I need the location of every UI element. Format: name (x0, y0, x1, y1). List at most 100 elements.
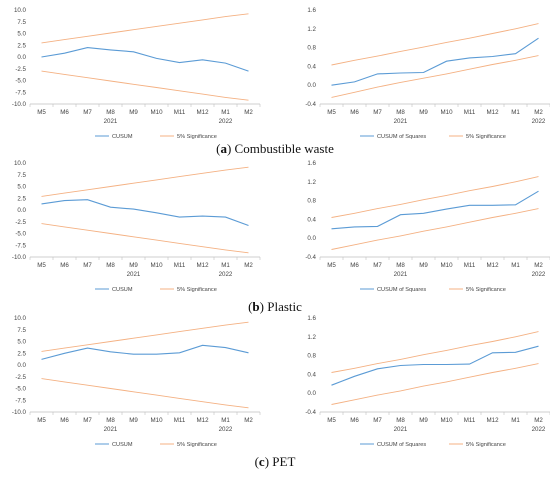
x-tick-label: M12 (196, 109, 209, 116)
y-tick-label: 0.4 (307, 216, 316, 223)
x-tick-label: M8 (396, 109, 405, 116)
x-tick-label: M1 (221, 417, 230, 424)
significance-bound-line (41, 166, 249, 197)
significance-bound-line (331, 176, 539, 218)
y-tick-label: -2.5 (15, 66, 26, 73)
y-tick-label: -5.0 (15, 78, 26, 85)
significance-bound-line (331, 331, 539, 373)
chart-b-cusum-of-squares: 1.6 1.2 0.8 0.4 0.0 -0.4 M5 M6 M7 M8 2021 M9 M10 M11 M… (305, 160, 550, 293)
year-label: 2021 (104, 426, 118, 433)
significance-bound-line (41, 223, 249, 254)
x-tick-label: M5 (37, 109, 46, 116)
y-tick-label: 0.0 (17, 362, 26, 369)
x-tick-label: M5 (327, 109, 336, 116)
series-line-cusum-of-squares (331, 190, 539, 230)
year-label: 2021 (394, 271, 408, 278)
legend-label: CUSUM of Squares (377, 134, 426, 140)
x-tick-label: M2 (244, 262, 253, 269)
x-tick-label: M1 (511, 109, 520, 116)
significance-bound-line (331, 55, 539, 98)
significance-bound-line (331, 208, 539, 250)
series-line-cusum (41, 47, 249, 72)
x-tick-label: M8 (106, 109, 115, 116)
panel-caption-letter: c (259, 454, 265, 469)
y-tick-label: 0.4 (307, 371, 316, 378)
x-tick-label: M12 (486, 417, 499, 424)
y-tick-label: -10.0 (12, 101, 27, 108)
x-tick-label: M7 (83, 417, 92, 424)
y-tick-label: 2.5 (17, 195, 26, 202)
legend-label: 5% Significance (177, 134, 217, 140)
x-tick-label: M10 (150, 417, 163, 424)
x-tick-label: M10 (440, 262, 453, 269)
x-tick-label: M2 (534, 262, 543, 269)
x-tick-label: M2 (244, 417, 253, 424)
x-tick-label: M11 (464, 109, 476, 116)
x-tick-label: M7 (83, 109, 92, 116)
significance-bound-line (41, 70, 249, 101)
x-tick-label: M10 (440, 109, 453, 116)
legend-label: CUSUM of Squares (377, 442, 426, 448)
x-tick-label: M8 (396, 262, 405, 269)
x-tick-label: M2 (534, 417, 543, 424)
y-tick-label: 1.2 (307, 26, 316, 33)
y-tick-label: 2.5 (17, 42, 26, 49)
x-tick-label: M6 (60, 109, 69, 116)
y-tick-label: 2.5 (17, 350, 26, 357)
y-tick-label: -7.5 (15, 397, 26, 404)
year-label: 2022 (219, 271, 233, 278)
series-line-cusum-of-squares (331, 345, 539, 386)
x-tick-label: M7 (373, 262, 382, 269)
x-tick-label: M12 (196, 262, 209, 269)
y-tick-label: 7.5 (17, 19, 26, 26)
x-tick-label: M10 (440, 417, 453, 424)
y-tick-label: 0.0 (307, 82, 316, 89)
y-tick-label: -7.5 (15, 242, 26, 249)
y-tick-label: 0.8 (307, 353, 316, 360)
y-tick-label: 0.8 (307, 45, 316, 52)
x-tick-label: M7 (373, 109, 382, 116)
captions-layer: (a) Combustible waste (b) Plastic (c) PET (216, 141, 334, 469)
y-tick-label: 7.5 (17, 327, 26, 334)
y-tick-label: -5.0 (15, 386, 26, 393)
x-tick-label: M11 (464, 417, 476, 424)
x-tick-label: M6 (350, 262, 359, 269)
x-tick-label: M11 (174, 109, 186, 116)
x-tick-label: M1 (221, 262, 230, 269)
legend-label: 5% Significance (177, 287, 217, 293)
panel-caption: (b) Plastic (248, 299, 302, 314)
x-tick-label: M1 (511, 262, 520, 269)
x-tick-label: M12 (486, 262, 499, 269)
y-tick-label: -10.0 (12, 409, 27, 416)
panel-caption: (a) Combustible waste (216, 141, 334, 156)
legend-label: 5% Significance (466, 442, 506, 448)
x-tick-label: M6 (60, 262, 69, 269)
x-tick-label: M6 (350, 417, 359, 424)
y-tick-label: 0.4 (307, 63, 316, 70)
series-line-cusum (41, 199, 249, 227)
legend-label: CUSUM (112, 287, 133, 293)
x-tick-label: M7 (373, 417, 382, 424)
panel-caption: (c) PET (255, 454, 296, 469)
x-tick-label: M1 (511, 417, 520, 424)
year-label: 2022 (532, 426, 546, 433)
y-tick-label: -0.4 (305, 254, 316, 261)
x-tick-label: M9 (129, 262, 138, 269)
legend-label: CUSUM of Squares (377, 287, 426, 293)
x-tick-label: M6 (60, 417, 69, 424)
y-tick-label: 5.0 (17, 31, 26, 38)
significance-bound-line (41, 13, 249, 44)
x-tick-label: M2 (244, 109, 253, 116)
x-tick-label: M5 (327, 417, 336, 424)
x-tick-label: M8 (396, 417, 405, 424)
x-tick-label: M12 (486, 109, 499, 116)
y-tick-label: -7.5 (15, 89, 26, 96)
chart-c-cusum: 10.0 7.5 5.0 2.5 0.0 -2.5 -5.0 -7.5 -10.0 M5 M6 M7 M… (12, 315, 261, 448)
x-tick-label: M9 (419, 262, 428, 269)
x-tick-label: M8 (106, 262, 115, 269)
y-tick-label: 5.0 (17, 339, 26, 346)
year-label: 2021 (394, 426, 408, 433)
year-label: 2022 (532, 271, 546, 278)
x-tick-label: M9 (129, 109, 138, 116)
